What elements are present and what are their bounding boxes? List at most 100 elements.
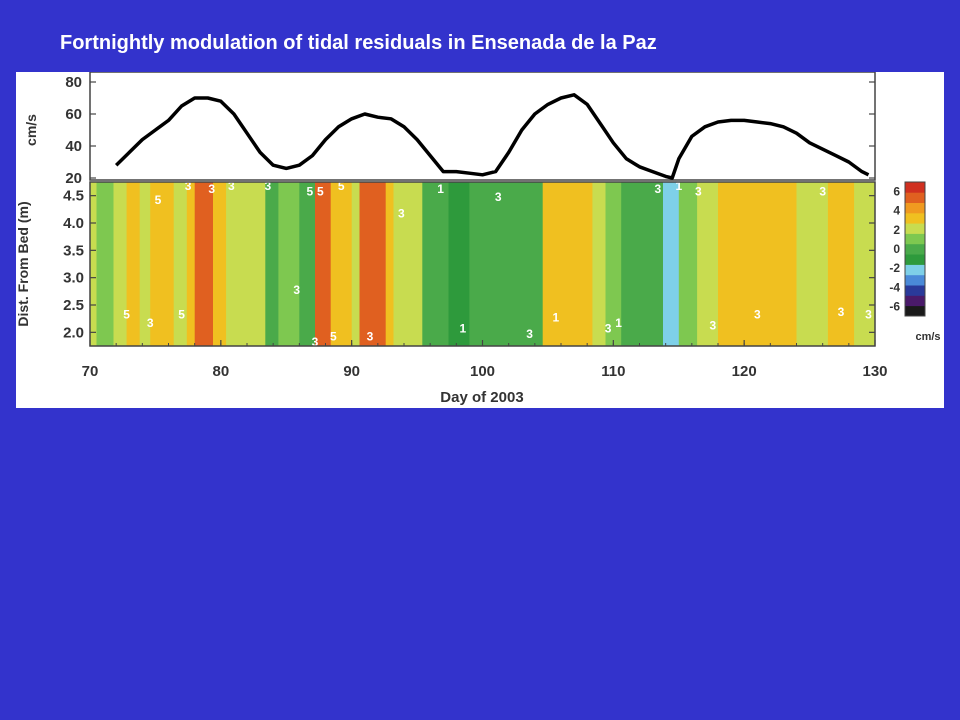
speed-panel: 20 40 60 80 cm/s — [23, 72, 876, 187]
colorbar-tick-label: 4 — [893, 204, 900, 218]
heatmap-cell — [299, 182, 316, 346]
heatmap-cell — [469, 182, 525, 346]
contour-label: 3 — [709, 319, 716, 333]
heatmap-cell — [448, 182, 470, 346]
heatmap-y-tick-label: 4.5 — [63, 188, 84, 205]
heatmap-cell — [718, 182, 798, 346]
contour-label: 3 — [654, 182, 661, 196]
heatmap-cell — [796, 182, 829, 346]
speed-axes-frame — [89, 72, 876, 181]
colorbar-cells — [904, 181, 926, 317]
heatmap-cell — [96, 182, 115, 346]
heatmap-cell — [854, 182, 871, 346]
heatmap-cell — [113, 182, 128, 346]
contour-label: 5 — [178, 308, 185, 322]
heatmap-y-tick-label: 3.0 — [63, 270, 84, 287]
heatmap-cell — [126, 182, 141, 346]
speed-y-tick-label: 40 — [65, 138, 82, 155]
heatmap-x-tick-label: 100 — [470, 363, 495, 380]
colorbar-cell — [905, 192, 925, 203]
colorbar-cell — [905, 233, 925, 245]
heatmap-cell — [265, 182, 279, 346]
contour-label: 5 — [338, 179, 345, 193]
colorbar-tick-label: -6 — [889, 299, 900, 313]
contour-label: 3 — [865, 308, 872, 322]
colorbar-cell — [905, 285, 925, 296]
colorbar-cell — [905, 182, 925, 193]
heatmap-x-tick-label: 90 — [343, 363, 360, 380]
heatmap-cell — [385, 182, 395, 346]
contour-label: 5 — [330, 330, 337, 344]
heatmap-cell — [351, 182, 361, 346]
contour-label: 3 — [208, 182, 215, 196]
colorbar-tick-label: 2 — [893, 223, 900, 237]
colorbar-cell — [905, 295, 925, 307]
heatmap-cell — [150, 182, 175, 346]
colorbar-cell — [905, 243, 925, 255]
speed-line — [114, 93, 870, 180]
contour-label: 1 — [460, 321, 467, 335]
contour-label: 3 — [838, 305, 845, 319]
heatmap-cell — [697, 182, 719, 346]
colorbar-tick-label: -2 — [889, 261, 900, 275]
heatmap-y-label: Dist. From Bed (m) — [16, 201, 31, 326]
speed-series — [114, 93, 870, 180]
heatmap-cell — [642, 182, 664, 346]
heatmap-cell — [605, 182, 622, 346]
heatmap-cell — [139, 182, 151, 346]
heatmap-y-tick-label: 2.5 — [63, 297, 84, 314]
contour-label: 3 — [147, 316, 154, 330]
heatmap-x-tick-label: 80 — [212, 363, 229, 380]
contour-label: 3 — [526, 327, 533, 341]
speed-y-ticks: 20 40 60 80 — [65, 74, 875, 187]
heatmap-cell — [315, 182, 332, 346]
contour-label: 3 — [228, 179, 235, 193]
heatmap-y-tick-label: 3.5 — [63, 242, 84, 259]
colorbar-tick-label: 6 — [893, 185, 900, 199]
contour-label: 3 — [398, 207, 405, 221]
contour-label: 3 — [293, 283, 300, 297]
heatmap-x-tick-label: 130 — [862, 363, 887, 380]
colorbar-frame — [904, 181, 926, 317]
heatmap-y-ticks: 2.0 2.5 3.0 3.5 4.0 4.5 — [63, 188, 875, 341]
speed-y-label: cm/s — [23, 114, 39, 146]
contour-label: 3 — [819, 185, 826, 199]
heatmap-cell — [524, 182, 544, 346]
heatmap-cell — [678, 182, 698, 346]
colorbar-unit: cm/s — [915, 331, 940, 343]
contour-label: 3 — [695, 185, 702, 199]
colorbar-tick-label: -4 — [889, 280, 900, 294]
colorbar-tick-label: 0 — [893, 242, 900, 256]
contour-label: 5 — [123, 308, 130, 322]
colorbar-cell — [905, 274, 925, 286]
colorbar-cell — [905, 254, 925, 265]
heatmap-cell — [827, 182, 855, 346]
heatmap-cell — [663, 182, 680, 346]
contour-label: 3 — [185, 179, 192, 193]
contour-label: 3 — [495, 190, 502, 204]
heatmap-cell — [278, 182, 300, 346]
heatmap-cell — [186, 182, 196, 346]
contour-label: 1 — [552, 310, 559, 324]
heatmap-cell — [194, 182, 214, 346]
heatmap-cell — [359, 182, 387, 346]
slide-title: Fortnightly modulation of tidal residual… — [60, 32, 657, 54]
colorbar-cell — [905, 264, 925, 276]
heatmap-cell — [330, 182, 353, 346]
heatmap-y-tick-label: 2.0 — [63, 324, 84, 341]
colorbar-cell — [905, 223, 925, 234]
heatmap-x-label: Day of 2003 — [440, 389, 523, 406]
colorbar-cell — [905, 305, 925, 317]
colorbar-ticks: 6 4 2 0 -2 -4 -6 — [889, 185, 900, 314]
heatmap-cells — [96, 182, 871, 346]
heatmap-cell — [213, 182, 227, 346]
speed-y-tick-label: 60 — [65, 106, 82, 123]
heatmap-cell — [542, 182, 593, 346]
contour-label: 5 — [317, 185, 324, 199]
colorbar-cell — [905, 202, 925, 214]
heatmap-x-ticks: 70 80 90 100 110 120 130 — [82, 340, 888, 380]
